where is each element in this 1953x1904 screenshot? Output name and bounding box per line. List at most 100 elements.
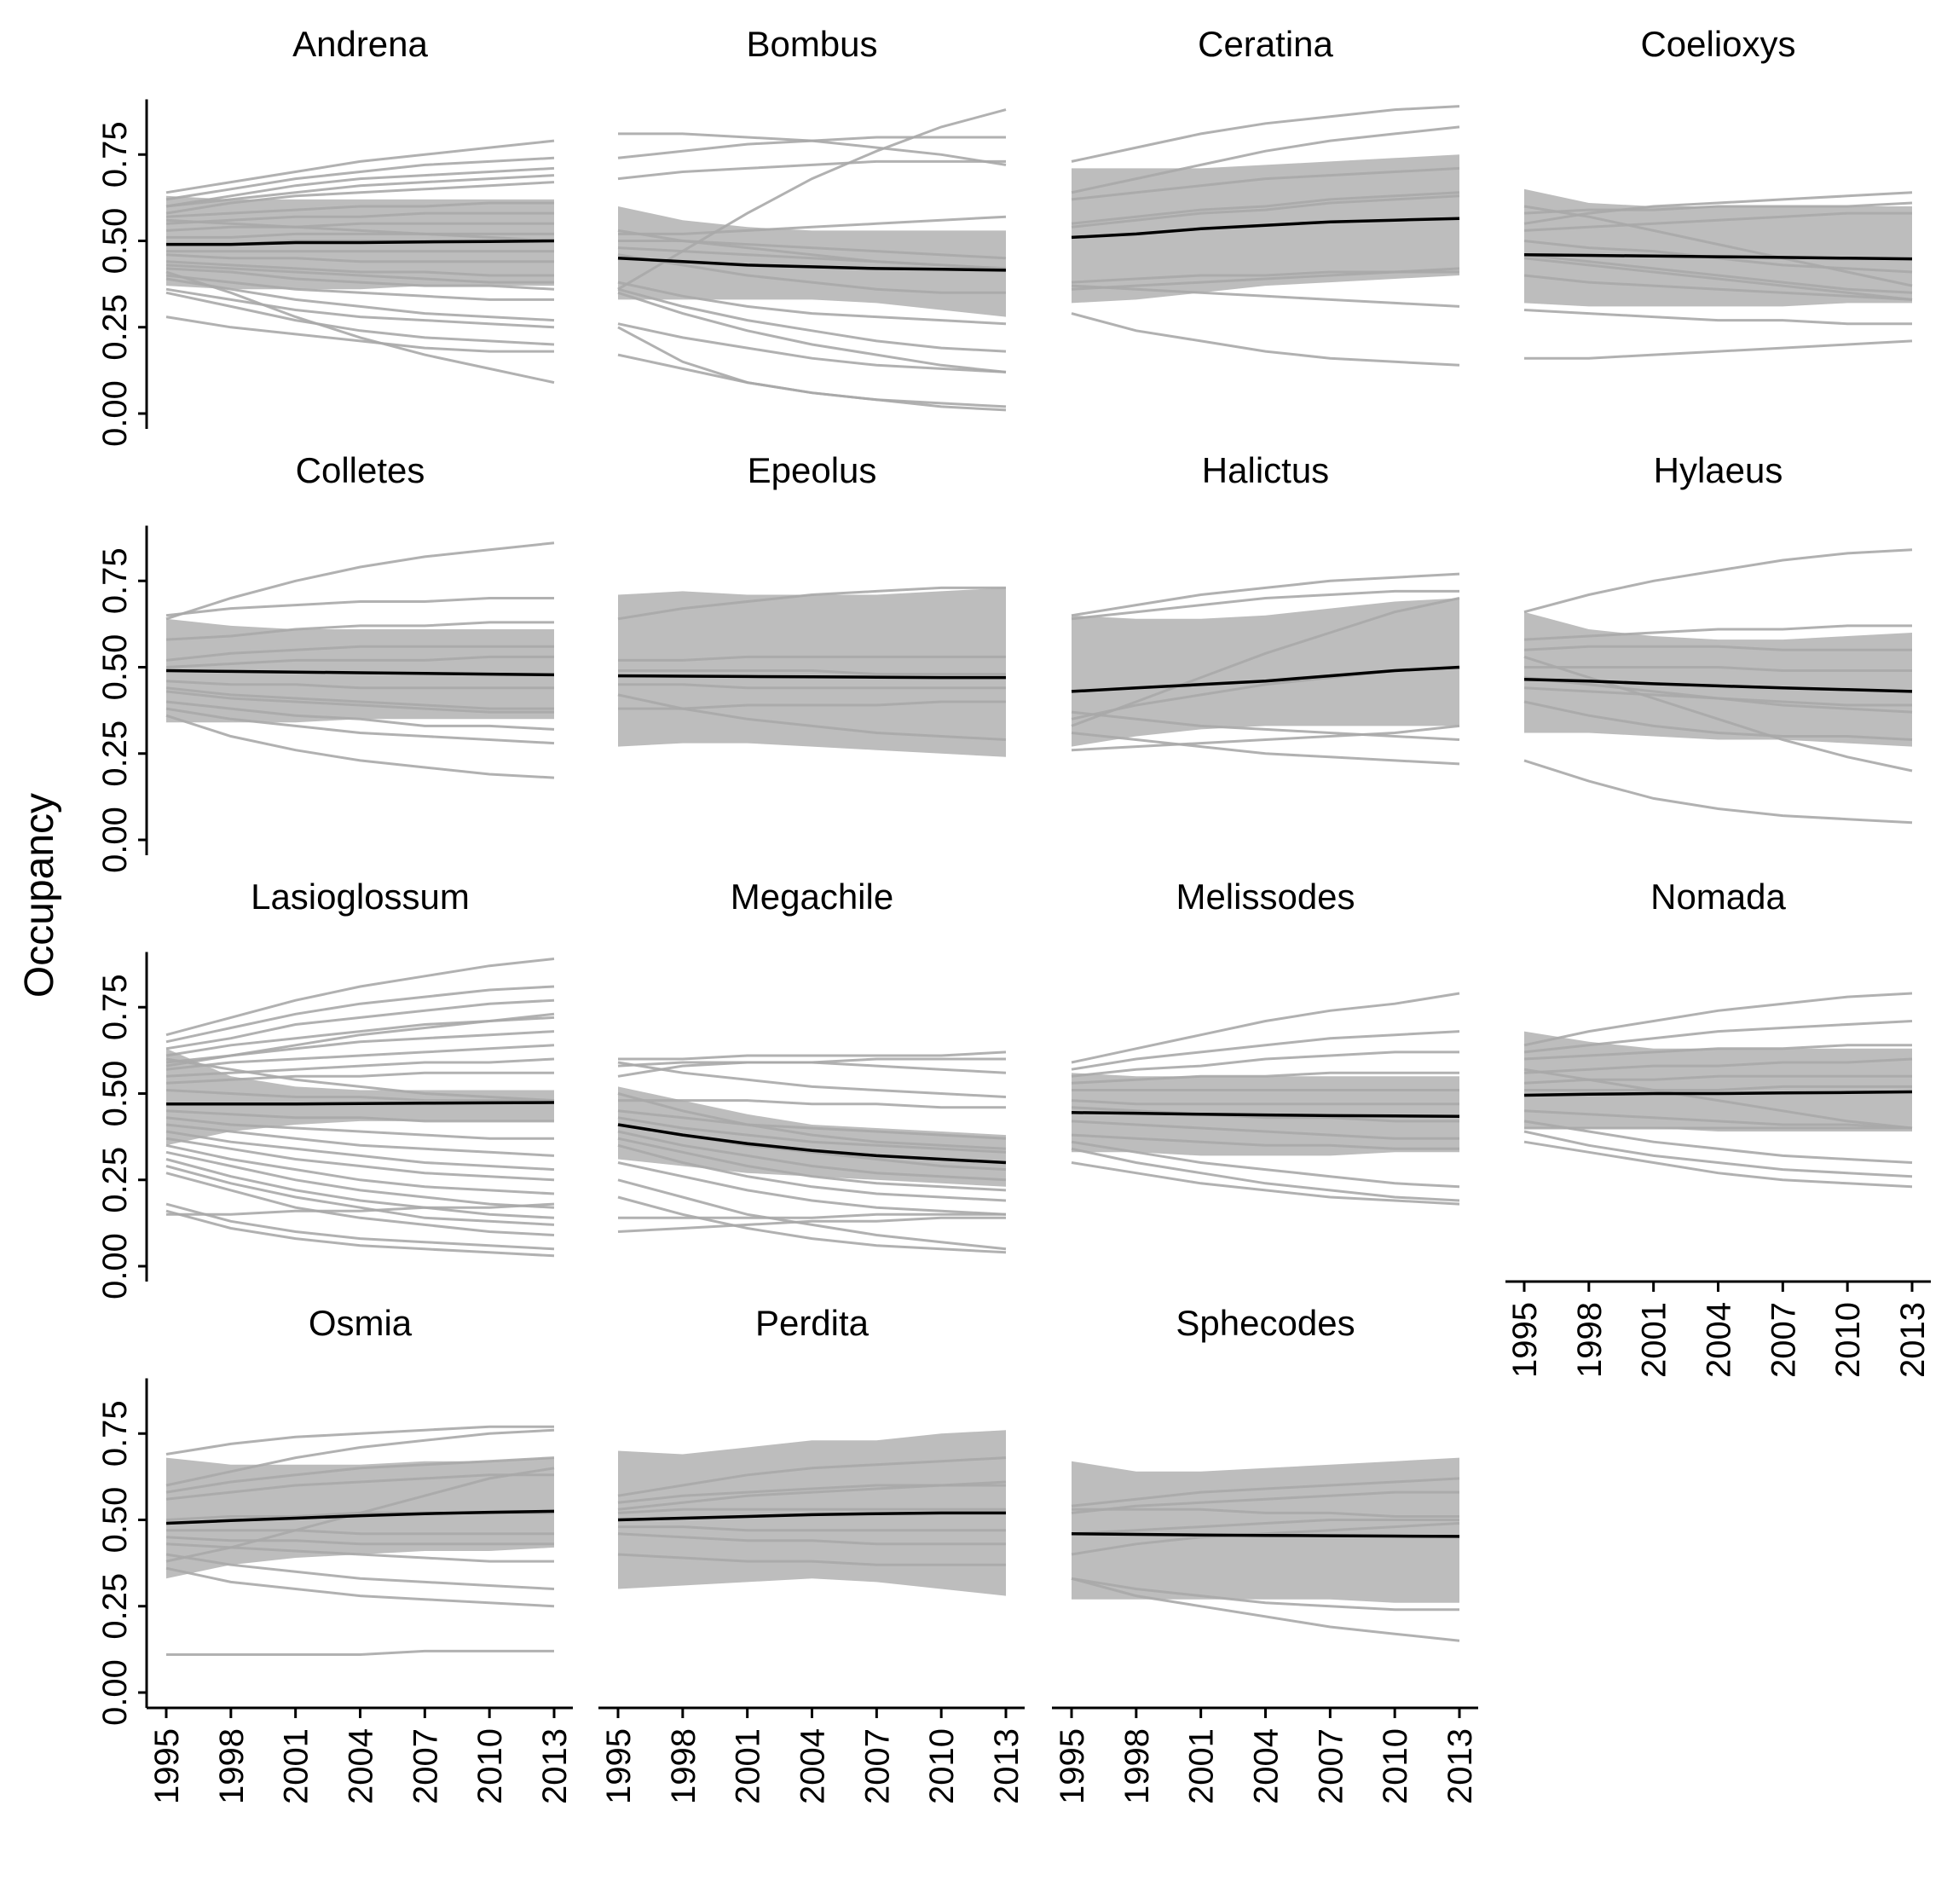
species-line [617,1508,1006,1514]
species-line [1523,257,1913,301]
species-line [165,218,555,242]
species-line [617,1092,1007,1150]
species-line [617,1178,1007,1251]
species-line [1071,1133,1459,1150]
x-tick-label: 1998 [1571,1302,1609,1378]
panel-hylaeus: Hylaeus [1523,450,1913,825]
species-line [1523,759,1913,825]
confidence-band [1524,188,1912,307]
species-line [618,1050,1007,1061]
species-line [617,253,1006,294]
panel-ceratina: Ceratina [1071,24,1460,367]
species-line [165,1109,554,1123]
species-line [165,1137,555,1182]
mean-line [1071,1111,1460,1118]
species-line [165,707,555,745]
species-line [617,586,1006,621]
panel-lasioglossum: Lasioglossum 0.00 0.25 0.50 0.75 [96,877,555,1299]
species-line [617,159,1006,181]
panel-nomada: Nomada 1995 1998 2001 2004 2007 2010 2013 [1505,877,1932,1378]
species-line [1071,992,1460,1064]
x-tick-label: 2004 [794,1728,832,1804]
species-line [1523,309,1912,326]
x-tick-label: 1995 [148,1728,186,1804]
species-line [617,322,1007,373]
panel-title: Nomada [1650,877,1786,917]
mean-line [166,239,555,246]
panel-title: Colletes [296,450,425,490]
x-tick-label: 2004 [343,1728,380,1804]
species-line [1071,194,1460,229]
species-line [1071,312,1460,367]
panel-coelioxys: Coelioxys [1523,24,1913,360]
species-line [166,232,554,239]
panel-title: Bombus [746,24,877,64]
species-line [617,1161,1007,1216]
species-line [1523,1120,1913,1164]
mean-line [1071,665,1460,693]
mean-line [1523,1090,1913,1097]
panel-title: Melissodes [1176,877,1355,917]
y-tick-label: 0.00 [96,1233,134,1299]
species-line [165,958,555,1037]
species-line [165,985,555,1044]
x-tick-label: 2013 [988,1728,1026,1804]
y-tick-label: 0.25 [96,1147,134,1213]
species-line [1071,1140,1460,1189]
y-tick-label: 0.00 [96,380,134,447]
species-line [617,291,1007,373]
species-line [165,541,555,621]
species-line [165,156,555,201]
species-line [1523,1130,1913,1178]
mean-line [1523,252,1913,261]
x-tick-label: 1995 [1506,1302,1544,1378]
species-line [165,1209,555,1258]
species-line [1523,191,1913,225]
species-line [1523,645,1912,651]
species-line [1523,274,1913,301]
species-line [1071,732,1460,766]
confidence-band [1072,154,1459,304]
mean-line [617,1511,1006,1522]
species-line [1523,676,1913,714]
species-line [1071,270,1459,291]
species-line [617,1195,1007,1254]
x-tick-label: 2007 [1765,1302,1802,1378]
panel-perdita: Perdita 1995 1998 2001 2004 2007 2010 2013 [598,1303,1026,1804]
species-line [165,222,554,232]
species-line [1071,1030,1460,1071]
species-line [618,215,1007,235]
x-tick-label: 2010 [1829,1302,1867,1378]
species-line [1071,1519,1459,1536]
species-line [1523,992,1913,1047]
species-line [165,1473,554,1501]
species-line [165,686,554,710]
species-line [1523,201,1913,215]
species-line [617,353,1007,412]
panel-title: Hylaeus [1654,450,1783,490]
species-line [165,1165,555,1226]
mean-line [617,1123,1007,1165]
species-line [165,1057,555,1102]
y-tick-label: 0.75 [96,1400,134,1467]
species-line [165,690,554,714]
panel-sphecodes: Sphecodes 1995 1998 2001 2004 2007 2010 2013 [1052,1303,1479,1804]
panel-title: Ceratina [1198,24,1333,64]
species-line [617,1109,1007,1140]
species-line [1071,1490,1459,1514]
confidence-band [618,1430,1006,1596]
species-line [617,1216,1006,1233]
species-line [1071,125,1460,194]
species-line [1523,253,1913,294]
y-tick-label: 0.50 [96,634,134,701]
species-line [617,287,1007,353]
species-line [618,669,1006,676]
species-line [1524,339,1913,360]
panel-title: Halictus [1202,450,1329,490]
species-line [165,1071,554,1085]
species-line [165,1057,555,1078]
panel-osmia: Osmia 0.00 0.25 0.50 0.75 1995 1998 2001 2004 200… [96,1303,574,1804]
species-line [165,1536,554,1546]
species-line [617,1456,1007,1497]
